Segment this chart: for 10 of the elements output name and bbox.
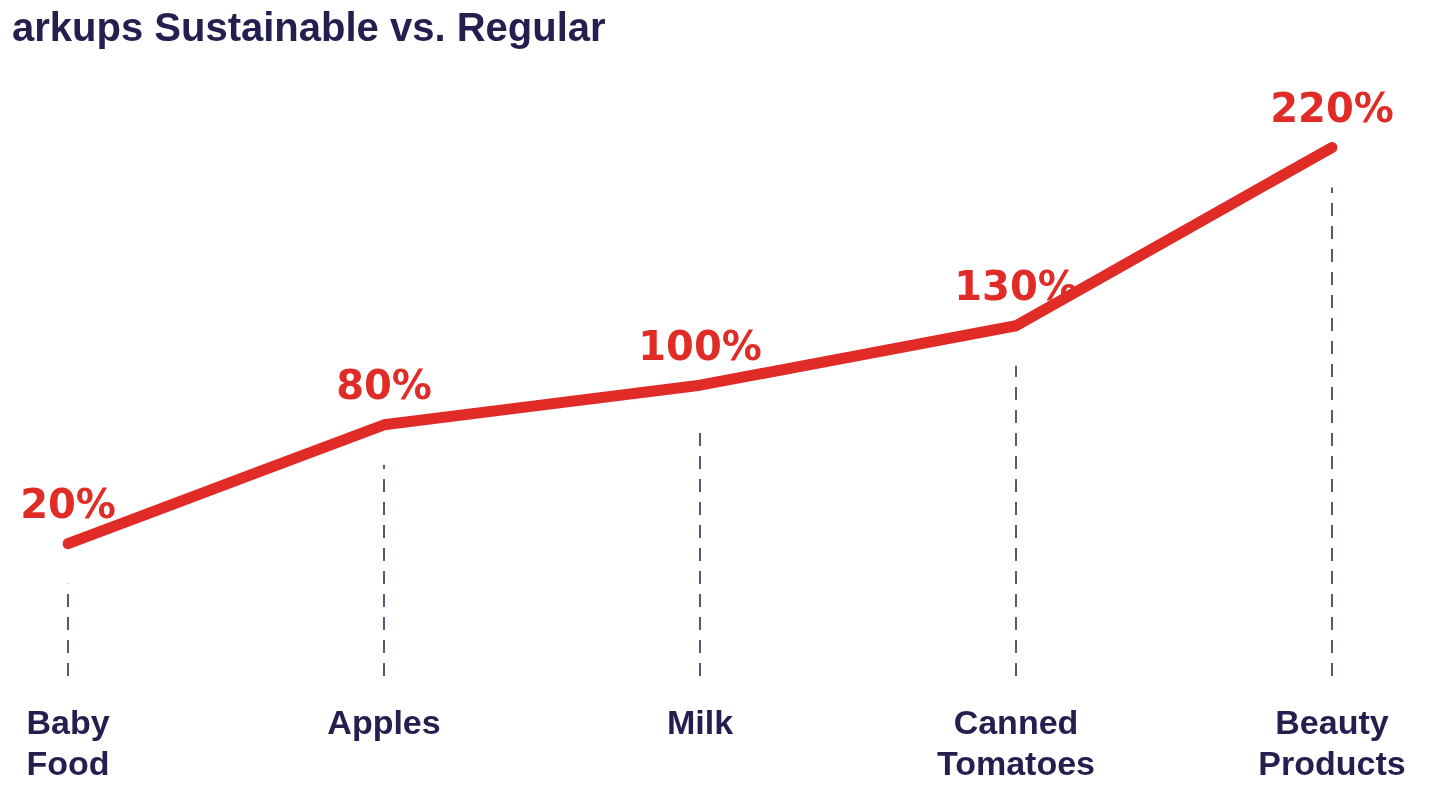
- data-label: 20%: [20, 481, 116, 528]
- data-label: 100%: [638, 322, 762, 369]
- x-tick-label: Apples: [327, 703, 441, 742]
- data-label: 220%: [1270, 84, 1394, 131]
- x-tick-label: Beauty Products: [1258, 703, 1406, 782]
- x-tick-label: Baby Food: [26, 703, 110, 782]
- x-tick-label: Milk: [666, 703, 734, 742]
- x-tick-label: Canned Tomatoes: [936, 703, 1096, 782]
- data-label: 80%: [336, 362, 432, 409]
- chart-title: arkups Sustainable vs. Regular: [12, 5, 606, 50]
